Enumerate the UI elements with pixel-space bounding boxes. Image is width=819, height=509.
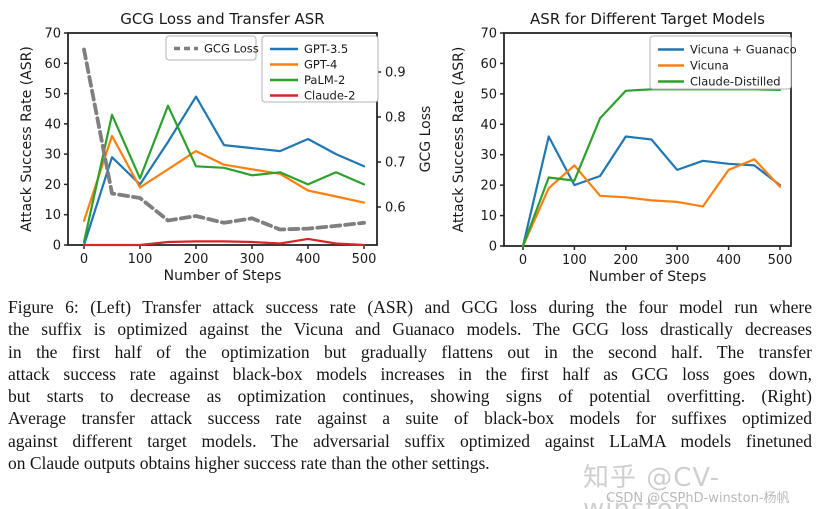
y2-tick-label: 0.9 [385, 66, 406, 81]
x-tick-label: 100 [562, 253, 587, 268]
legend-label: GCG Loss [204, 42, 259, 56]
series-line-PaLM-2 [82, 104, 366, 244]
series-line-Claude-Distilled [521, 88, 782, 248]
series-line-GPT-3.5 [82, 95, 366, 247]
y-tick-label: 60 [44, 57, 61, 72]
series-line-Vicuna [521, 158, 782, 248]
x-tick-label: 200 [613, 253, 638, 268]
legend-label: Vicuna + Guanaco [690, 43, 797, 57]
y-tick-label: 50 [480, 87, 497, 102]
y-tick-label: 40 [44, 117, 61, 132]
caption-line: attack success rate against black-box mo… [8, 363, 812, 384]
figure-caption: Figure 6: (Left) Transfer attack success… [8, 296, 812, 474]
x-tick-label: 500 [352, 252, 377, 267]
caption-line: in the first half of the optimization bu… [8, 341, 812, 362]
caption-line: Figure 6: (Left) Transfer attack success… [8, 297, 812, 317]
legend-box [165, 35, 257, 61]
watermark-csdn: CSDN @CSPhD-winston-杨帆 [606, 491, 790, 506]
x-tick-label: 100 [128, 252, 153, 267]
x-tick-label: 400 [716, 253, 741, 268]
caption-line: on Claude outputs obtains higher success… [8, 453, 490, 474]
series-line-GPT-4 [82, 134, 366, 222]
caption-line: the suffix is optimized against the Vicu… [8, 319, 812, 340]
y-tick-label: 30 [44, 148, 61, 163]
y-tick-label: 20 [480, 179, 497, 194]
legend-label: Vicuna [690, 59, 729, 73]
x-axis-label: Number of Steps [589, 269, 707, 285]
legend-label: GPT-3.5 [304, 42, 348, 56]
figure-charts: GCG Loss and Transfer ASR Number of Steps… [19, 10, 797, 285]
caption-line: against different target models. The adv… [8, 430, 812, 451]
y-tick-label: 70 [480, 27, 497, 42]
y-tick-label: 20 [44, 178, 61, 193]
x-axis-label: Number of Steps [164, 268, 282, 284]
y2-tick-label: 0.8 [385, 111, 406, 126]
legend-label: Claude-2 [304, 89, 355, 103]
chart-title: GCG Loss and Transfer ASR [120, 10, 324, 28]
x-tick-label: 300 [665, 253, 690, 268]
y2-tick-label: 0.7 [385, 156, 406, 171]
y-tick-label: 30 [480, 148, 497, 163]
y-tick-label: 0 [489, 240, 497, 255]
y-tick-label: 10 [44, 208, 61, 223]
watermark-zhihu: 知乎 @CV-winston [583, 463, 721, 509]
y2-axis-label: GCG Loss [418, 106, 434, 173]
x-tick-label: 0 [80, 252, 88, 267]
y-tick-label: 0 [53, 239, 61, 254]
caption-line: Average transfer attack success rate aga… [8, 408, 812, 429]
series-line-Claude-2 [82, 237, 366, 247]
series-line-Vicuna + Guanaco [521, 135, 782, 248]
y-tick-label: 60 [480, 57, 497, 72]
y-tick-label: 40 [480, 118, 497, 133]
y-tick-label: 10 [480, 209, 497, 224]
y-tick-label: 70 [44, 27, 61, 42]
legend-label: GPT-4 [304, 58, 337, 72]
x-tick-label: 300 [240, 252, 265, 267]
plot-frame [503, 32, 792, 247]
plot-frame [67, 32, 378, 246]
y-tick-label: 50 [44, 87, 61, 102]
y-axis-label: Attack Success Rate (ASR) [19, 46, 35, 232]
caption-line: but starts to decrease as optimization c… [8, 386, 812, 407]
chart-title: ASR for Different Target Models [530, 10, 765, 28]
legend-box [649, 35, 792, 90]
y-axis-label: Attack Success Rate (ASR) [451, 47, 467, 233]
x-tick-label: 0 [519, 253, 527, 268]
y2-tick-label: 0.6 [385, 201, 406, 216]
legend-box [261, 35, 379, 103]
x-tick-label: 500 [768, 253, 793, 268]
x-tick-label: 400 [296, 252, 321, 267]
legend-label: Claude-Distilled [690, 75, 781, 89]
legend-label: PaLM-2 [304, 73, 345, 87]
x-tick-label: 200 [184, 252, 209, 267]
series-line-GCG Loss [82, 47, 366, 232]
